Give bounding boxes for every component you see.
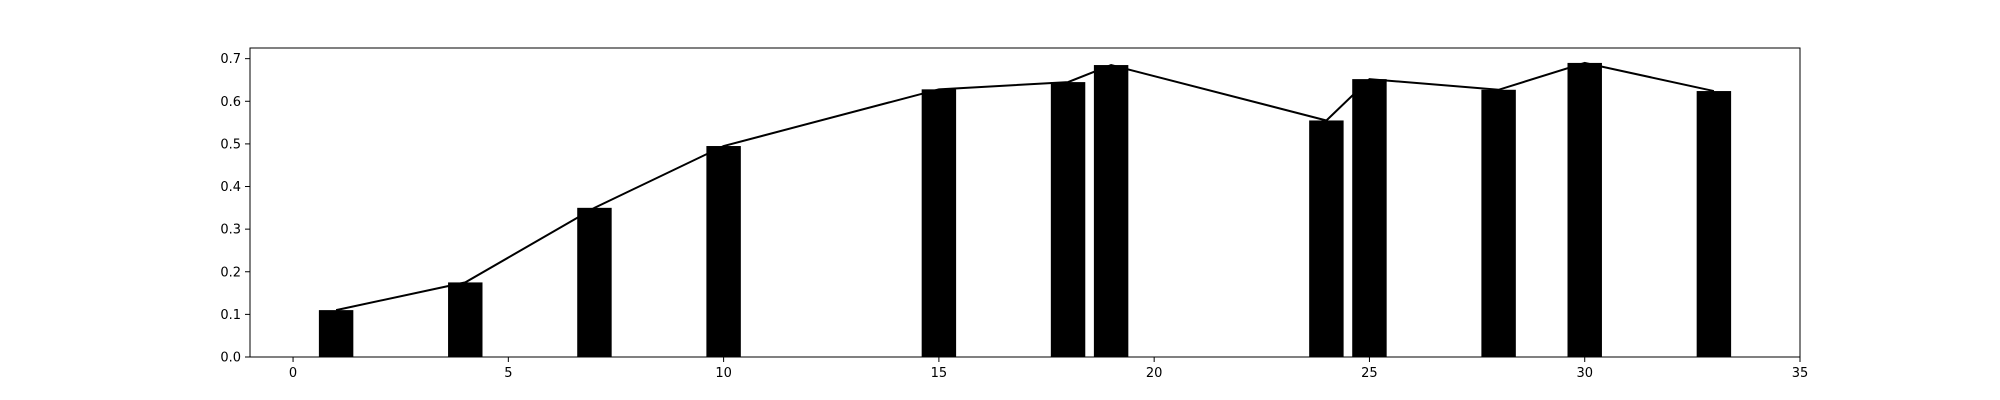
y-tick-label: 0.7 <box>220 52 241 67</box>
x-tick-label: 25 <box>1361 366 1378 381</box>
bar <box>1309 120 1344 357</box>
x-tick-label: 20 <box>1146 366 1163 381</box>
y-tick-label: 0.0 <box>220 351 241 366</box>
bar <box>1093 65 1129 357</box>
bar <box>1481 89 1516 357</box>
x-tick-label: 30 <box>1576 366 1593 381</box>
x-axis-ticks: 0 5 10 15 20 25 30 35 <box>289 357 1808 381</box>
x-tick-label: 35 <box>1792 366 1809 381</box>
bar <box>1567 62 1602 358</box>
y-tick-label: 0.1 <box>220 308 241 323</box>
bar <box>577 207 612 357</box>
plot-frame <box>249 47 1801 358</box>
y-tick-label: 0.6 <box>220 95 241 110</box>
bar <box>1696 91 1732 357</box>
bar <box>921 89 957 357</box>
line-layer <box>335 61 1715 312</box>
plot-background <box>250 48 1800 357</box>
y-tick-label: 0.5 <box>220 137 241 152</box>
y-tick-label: 0.4 <box>220 180 241 195</box>
bar <box>318 310 354 357</box>
y-tick-label: 0.3 <box>220 223 241 238</box>
bar <box>706 146 741 357</box>
bar <box>1352 79 1387 358</box>
x-tick-label: 15 <box>931 366 948 381</box>
series-line <box>335 61 1715 312</box>
x-tick-label: 5 <box>504 366 512 381</box>
y-axis-ticks: 0.0 0.1 0.2 0.3 0.4 0.5 0.6 0.7 <box>220 52 250 366</box>
y-tick-label: 0.2 <box>220 265 241 280</box>
bars-layer <box>318 62 1732 358</box>
x-tick-label: 10 <box>715 366 732 381</box>
x-tick-label: 0 <box>289 366 297 381</box>
bar <box>1050 82 1086 357</box>
bar <box>448 282 483 357</box>
